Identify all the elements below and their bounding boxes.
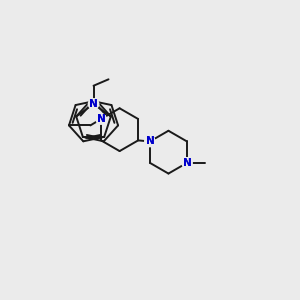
Text: N: N (89, 99, 98, 109)
Text: N: N (89, 99, 98, 109)
Text: N: N (97, 114, 106, 124)
Circle shape (182, 158, 192, 168)
Text: N: N (146, 136, 154, 146)
Circle shape (145, 136, 155, 146)
Circle shape (182, 158, 192, 168)
Circle shape (88, 99, 99, 109)
Text: N: N (183, 158, 191, 168)
Circle shape (96, 114, 106, 124)
Circle shape (145, 136, 155, 146)
Circle shape (88, 99, 99, 109)
Text: N: N (146, 136, 154, 146)
Circle shape (96, 114, 106, 124)
Text: N: N (97, 114, 106, 124)
Text: N: N (183, 158, 191, 168)
